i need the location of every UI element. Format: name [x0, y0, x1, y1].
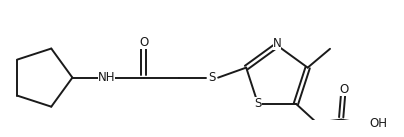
Text: NH: NH [98, 71, 115, 84]
Text: OH: OH [369, 117, 387, 130]
Text: O: O [339, 83, 349, 96]
Text: N: N [273, 37, 281, 50]
Text: O: O [139, 36, 148, 49]
Text: S: S [254, 97, 262, 110]
Text: S: S [208, 71, 216, 84]
